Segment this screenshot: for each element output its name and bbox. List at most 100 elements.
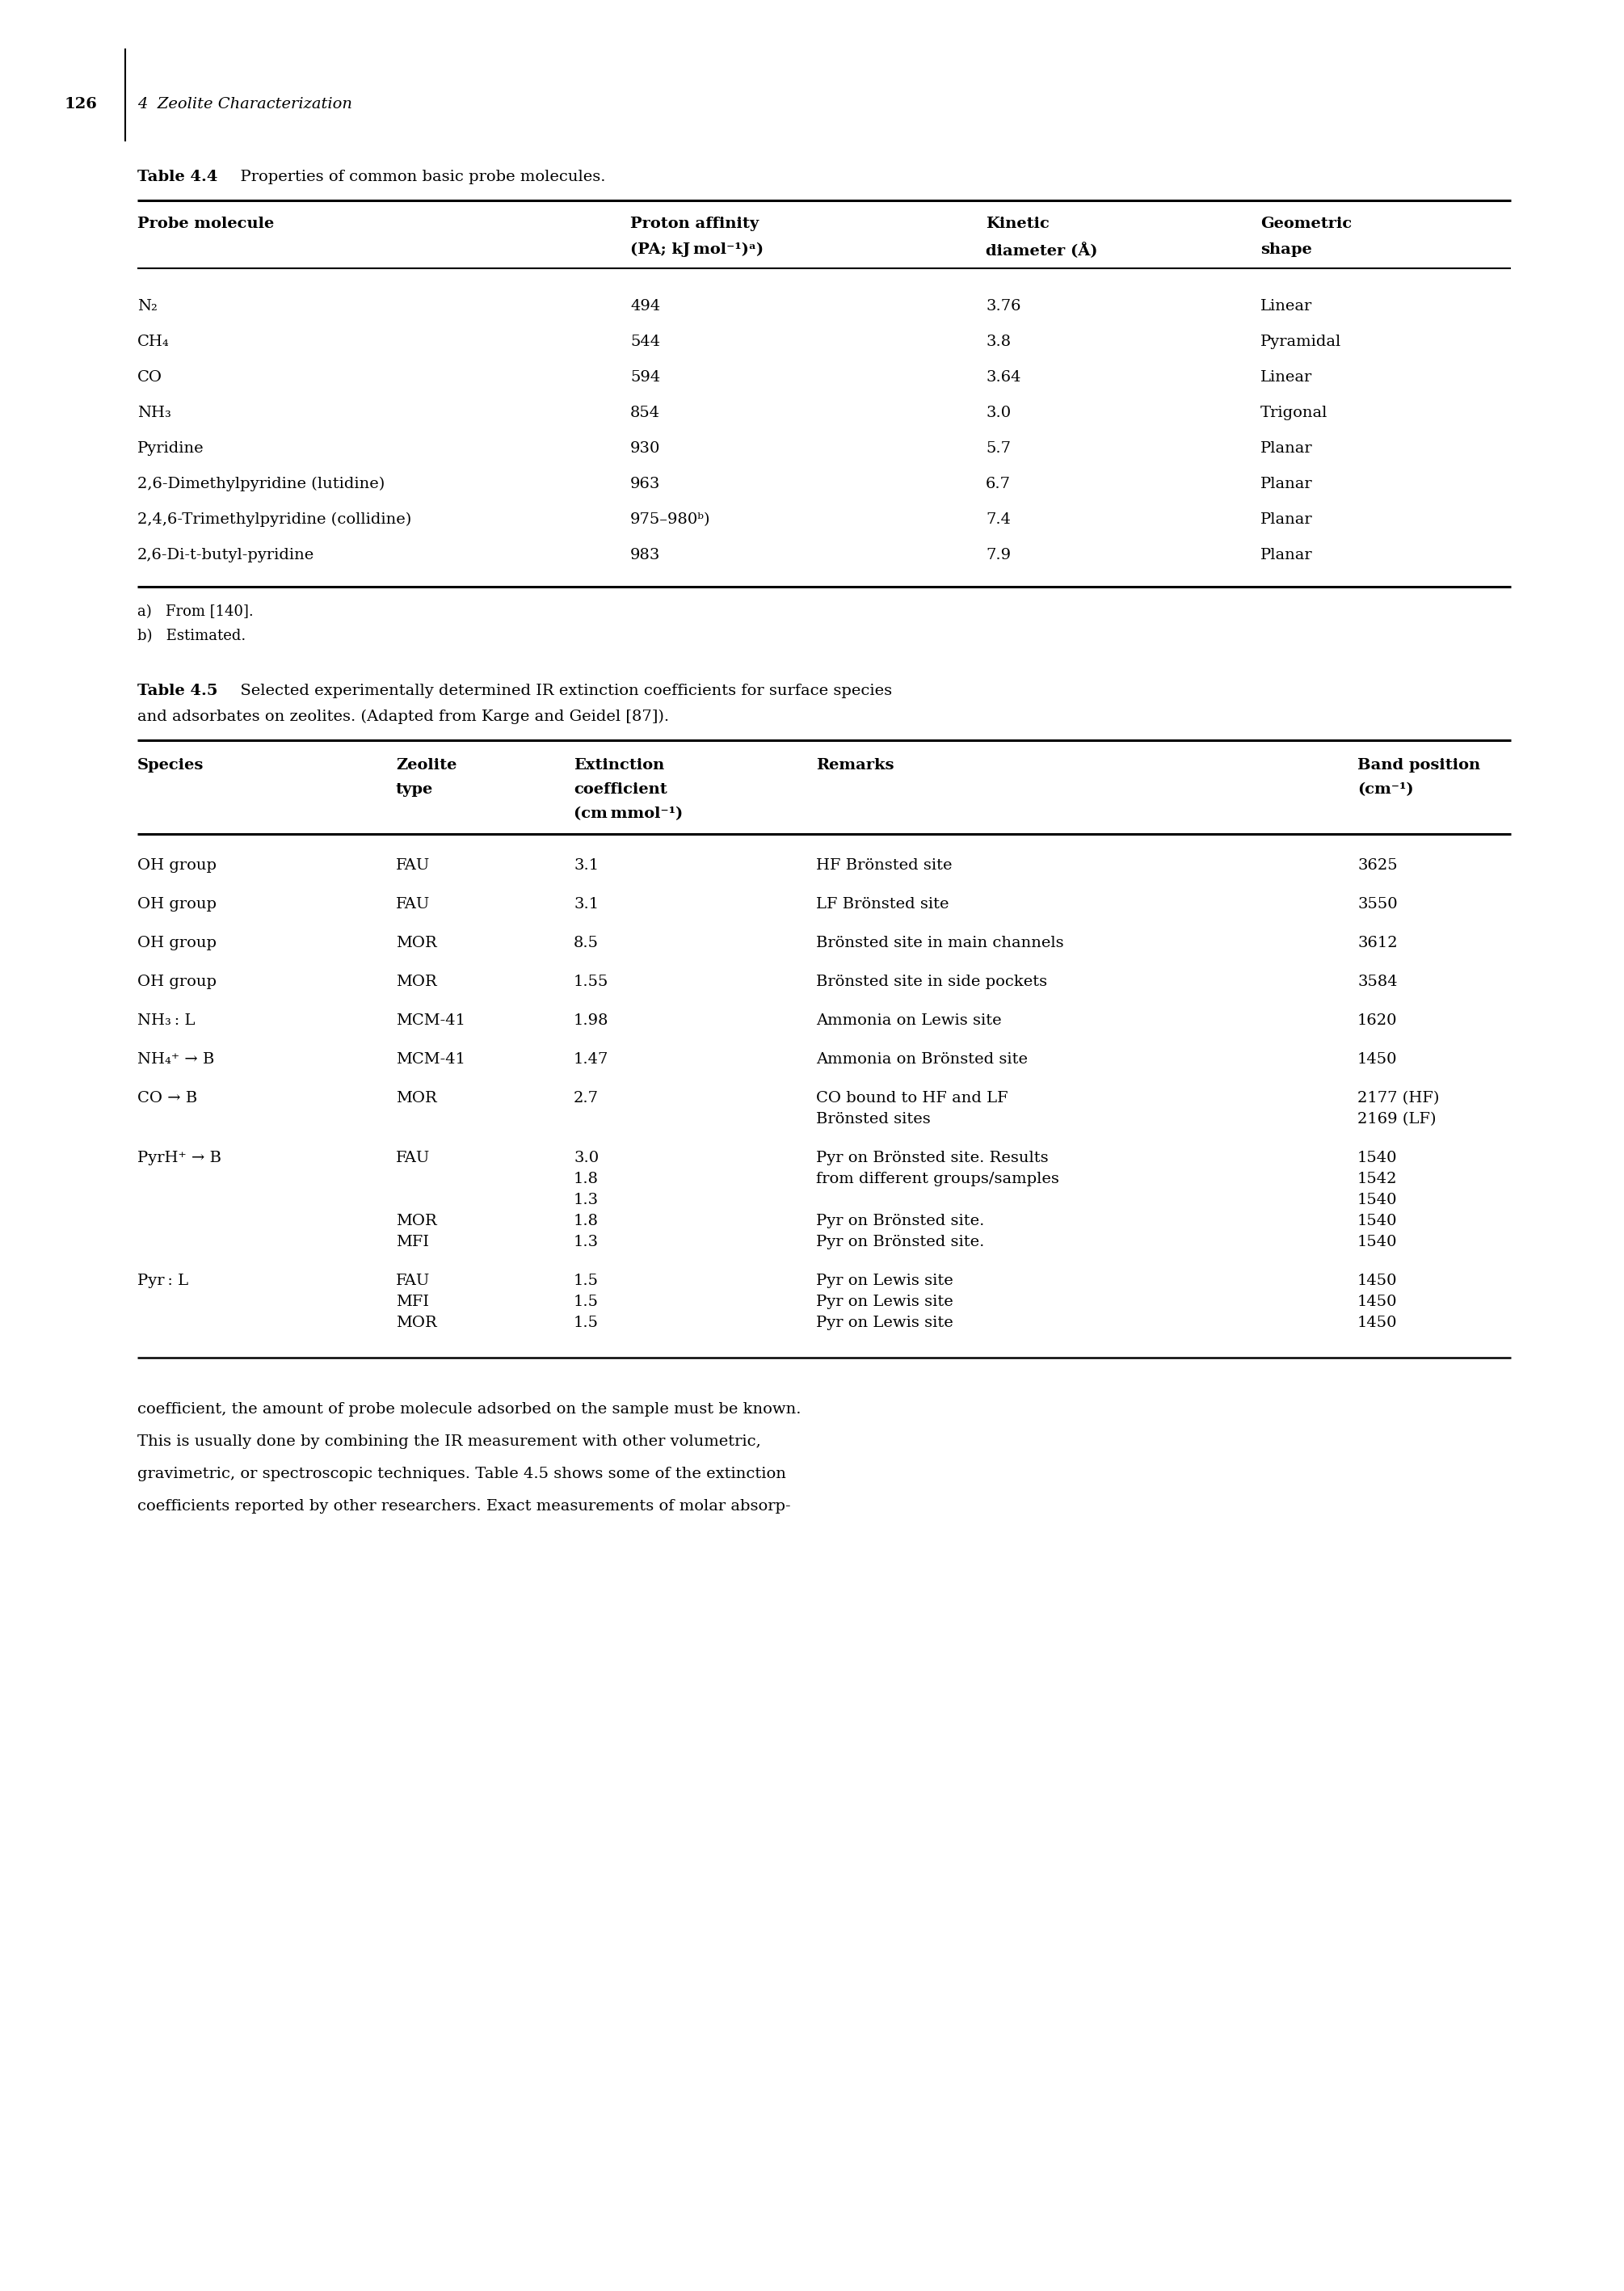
Text: CO: CO (138, 371, 162, 385)
Text: b)   Estimated.: b) Estimated. (138, 628, 245, 644)
Text: 7.9: 7.9 (986, 548, 1010, 564)
Text: Table 4.4: Table 4.4 (138, 170, 218, 183)
Text: Brönsted site in side pockets: Brönsted site in side pockets (815, 974, 1047, 990)
Text: 1.5: 1.5 (573, 1274, 599, 1288)
Text: Pyridine: Pyridine (138, 442, 205, 456)
Text: 2177 (HF): 2177 (HF) (1358, 1091, 1439, 1107)
Text: Remarks: Remarks (815, 758, 893, 772)
Text: MFI: MFI (396, 1294, 429, 1308)
Text: 983: 983 (630, 548, 661, 564)
Text: OH group: OH group (138, 859, 216, 873)
Text: 2.7: 2.7 (573, 1091, 599, 1107)
Text: 3584: 3584 (1358, 974, 1398, 990)
Text: 930: 930 (630, 442, 661, 456)
Text: Brönsted site in main channels: Brönsted site in main channels (815, 935, 1064, 951)
Text: 3625: 3625 (1358, 859, 1398, 873)
Text: N₂: N₂ (138, 300, 158, 314)
Text: 1.8: 1.8 (573, 1171, 599, 1187)
Text: HF Brönsted site: HF Brönsted site (815, 859, 952, 873)
Text: Properties of common basic probe molecules.: Properties of common basic probe molecul… (231, 170, 606, 183)
Text: CO bound to HF and LF: CO bound to HF and LF (815, 1091, 1009, 1107)
Text: 1.8: 1.8 (573, 1214, 599, 1228)
Text: Linear: Linear (1260, 371, 1312, 385)
Text: Zeolite: Zeolite (396, 758, 456, 772)
Text: OH group: OH group (138, 935, 216, 951)
Text: Extinction: Extinction (573, 758, 664, 772)
Text: LF Brönsted site: LF Brönsted site (815, 898, 948, 912)
Text: Geometric: Geometric (1260, 218, 1351, 231)
Text: FAU: FAU (396, 898, 430, 912)
Text: Planar: Planar (1260, 513, 1312, 527)
Text: OH group: OH group (138, 898, 216, 912)
Text: Pyr on Brönsted site.: Pyr on Brönsted site. (815, 1235, 984, 1249)
Text: Species: Species (138, 758, 205, 772)
Text: CO → B: CO → B (138, 1091, 198, 1107)
Text: Pyr on Lewis site: Pyr on Lewis site (815, 1274, 953, 1288)
Text: 1.98: 1.98 (573, 1013, 609, 1029)
Text: 3.64: 3.64 (986, 371, 1021, 385)
Text: from different groups/samples: from different groups/samples (815, 1171, 1059, 1187)
Text: OH group: OH group (138, 974, 216, 990)
Text: Band position: Band position (1358, 758, 1481, 772)
Text: 1.47: 1.47 (573, 1052, 609, 1068)
Text: 2169 (LF): 2169 (LF) (1358, 1111, 1436, 1127)
Text: MOR: MOR (396, 1315, 437, 1331)
Text: This is usually done by combining the IR measurement with other volumetric,: This is usually done by combining the IR… (138, 1434, 762, 1448)
Text: and adsorbates on zeolites. (Adapted from Karge and Geidel [87]).: and adsorbates on zeolites. (Adapted fro… (138, 710, 669, 724)
Text: 1540: 1540 (1358, 1214, 1397, 1228)
Text: Pyr on Lewis site: Pyr on Lewis site (815, 1294, 953, 1308)
Text: Ammonia on Brönsted site: Ammonia on Brönsted site (815, 1052, 1028, 1068)
Text: MOR: MOR (396, 1214, 437, 1228)
Text: 1.3: 1.3 (573, 1235, 599, 1249)
Text: 2,6-Dimethylpyridine (lutidine): 2,6-Dimethylpyridine (lutidine) (138, 477, 385, 493)
Text: Probe molecule: Probe molecule (138, 218, 274, 231)
Text: shape: shape (1260, 243, 1312, 257)
Text: Planar: Planar (1260, 477, 1312, 490)
Text: 6.7: 6.7 (986, 477, 1010, 490)
Text: MOR: MOR (396, 1091, 437, 1107)
Text: 1450: 1450 (1358, 1274, 1397, 1288)
Text: 5.7: 5.7 (986, 442, 1010, 456)
Text: NH₃ : L: NH₃ : L (138, 1013, 195, 1029)
Text: diameter (Å): diameter (Å) (986, 243, 1098, 259)
Text: 126: 126 (65, 96, 97, 112)
Text: Selected experimentally determined IR extinction coefficients for surface specie: Selected experimentally determined IR ex… (231, 683, 892, 699)
Text: 2,6-Di-t-butyl-pyridine: 2,6-Di-t-butyl-pyridine (138, 548, 315, 564)
Text: 8.5: 8.5 (573, 935, 599, 951)
Text: 2,4,6-Trimethylpyridine (collidine): 2,4,6-Trimethylpyridine (collidine) (138, 513, 411, 527)
Text: 975–980ᵇ): 975–980ᵇ) (630, 513, 711, 527)
Text: Proton affinity: Proton affinity (630, 218, 758, 231)
Text: NH₄⁺ → B: NH₄⁺ → B (138, 1052, 214, 1068)
Text: MFI: MFI (396, 1235, 429, 1249)
Text: 1540: 1540 (1358, 1235, 1397, 1249)
Text: MOR: MOR (396, 935, 437, 951)
Text: 1.55: 1.55 (573, 974, 609, 990)
Text: Planar: Planar (1260, 442, 1312, 456)
Text: coefficient: coefficient (573, 781, 667, 797)
Text: Brönsted sites: Brönsted sites (815, 1111, 931, 1127)
Text: 1450: 1450 (1358, 1315, 1397, 1331)
Text: (cm⁻¹): (cm⁻¹) (1358, 781, 1413, 797)
Text: FAU: FAU (396, 1274, 430, 1288)
Text: gravimetric, or spectroscopic techniques. Table 4.5 shows some of the extinction: gravimetric, or spectroscopic techniques… (138, 1466, 786, 1482)
Text: Kinetic: Kinetic (986, 218, 1049, 231)
Text: 854: 854 (630, 406, 661, 419)
Text: 3550: 3550 (1358, 898, 1398, 912)
Text: 1542: 1542 (1358, 1171, 1397, 1187)
Text: CH₄: CH₄ (138, 334, 169, 348)
Text: Ammonia on Lewis site: Ammonia on Lewis site (815, 1013, 1002, 1029)
Text: Planar: Planar (1260, 548, 1312, 564)
Text: Pyramidal: Pyramidal (1260, 334, 1341, 348)
Text: 594: 594 (630, 371, 661, 385)
Text: 1620: 1620 (1358, 1013, 1397, 1029)
Text: 1.3: 1.3 (573, 1194, 599, 1207)
Text: MOR: MOR (396, 974, 437, 990)
Text: 3.1: 3.1 (573, 898, 599, 912)
Text: Pyr on Brönsted site.: Pyr on Brönsted site. (815, 1214, 984, 1228)
Text: 3612: 3612 (1358, 935, 1398, 951)
Text: 3.1: 3.1 (573, 859, 599, 873)
Text: 3.0: 3.0 (573, 1150, 599, 1166)
Text: 1450: 1450 (1358, 1052, 1397, 1068)
Text: a)   From [140].: a) From [140]. (138, 605, 253, 619)
Text: Trigonal: Trigonal (1260, 406, 1328, 419)
